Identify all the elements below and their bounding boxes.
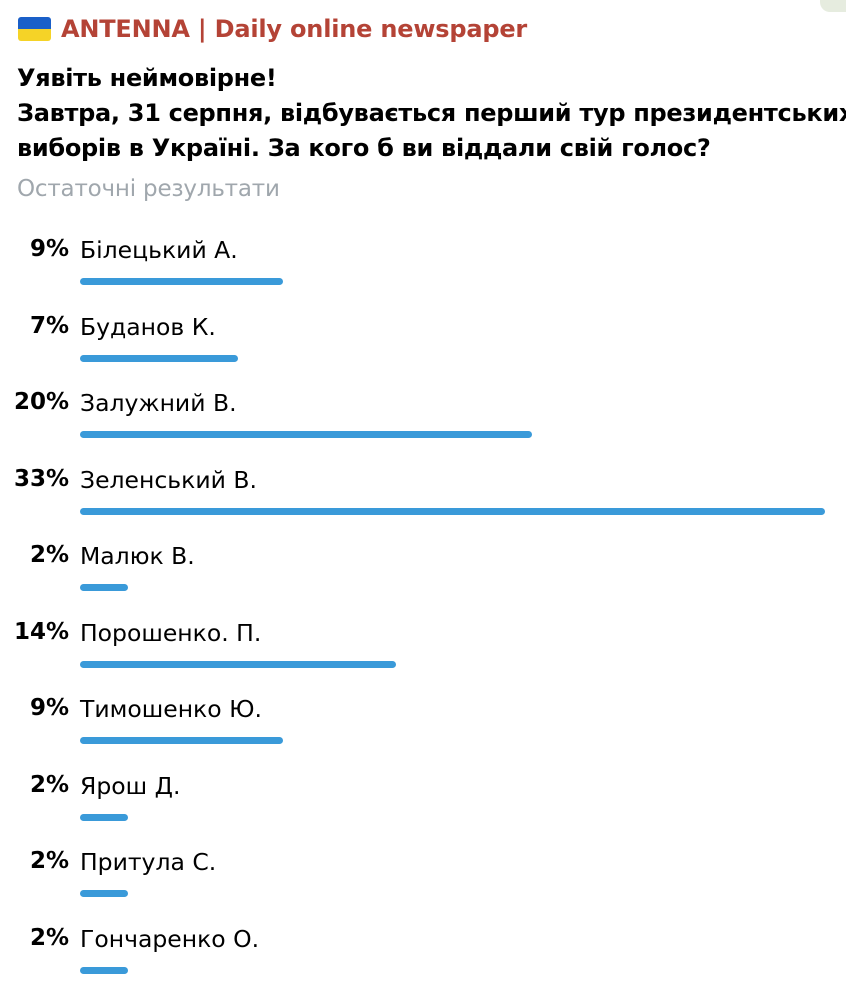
option-percent: 2% — [29, 848, 69, 874]
poll-question-line: виборів в Україні. За кого б ви віддали … — [17, 134, 711, 162]
option-label: Білецький А. — [80, 236, 238, 264]
option-label: Гончаренко О. — [80, 924, 260, 953]
option-label: Притула С. — [80, 848, 217, 876]
option-percent: 2% — [29, 771, 69, 798]
option-bar — [80, 813, 129, 821]
option-percent: 9% — [29, 236, 69, 262]
channel-header[interactable]: ANTENNA | Daily online newspaper — [18, 12, 527, 46]
option-bar-track — [80, 737, 825, 744]
option-percent: 9% — [29, 695, 69, 721]
option-label: Тимошенко Ю. — [80, 695, 262, 723]
option-bar — [80, 278, 284, 285]
option-bar-track — [80, 278, 825, 285]
option-bar — [80, 966, 129, 974]
option-bar-track — [80, 431, 825, 438]
option-percent: 33% — [13, 465, 69, 492]
ukraine-flag-icon — [18, 17, 51, 41]
option-percent: 20% — [13, 389, 69, 415]
poll-option: 2% Малюк В. — [0, 538, 846, 615]
poll-option: 2% Гончаренко О. — [0, 921, 846, 991]
poll-option: 20% Залужний В. — [0, 385, 846, 462]
option-bar-track — [80, 890, 825, 897]
option-percent: 2% — [29, 542, 69, 568]
option-bar-track — [80, 584, 825, 591]
option-bar — [80, 354, 238, 362]
channel-name[interactable]: ANTENNA | Daily online newspaper — [61, 15, 528, 43]
poll-option: 14% Порошенко. П. — [0, 615, 846, 692]
option-percent: 2% — [29, 924, 69, 951]
poll-option: 9% Тимошенко Ю. — [0, 691, 846, 768]
option-label: Порошенко. П. — [80, 618, 262, 647]
option-label: Малюк В. — [80, 542, 195, 570]
option-bar-track — [80, 354, 825, 362]
poll-option: 2% Ярош Д. — [0, 768, 846, 845]
option-bar — [80, 737, 284, 744]
poll-status: Остаточні результати — [17, 176, 280, 202]
option-bar-track — [80, 660, 825, 668]
poll-question-line: Уявіть неймовірне! — [17, 64, 277, 92]
poll-option: 2% Притула С. — [0, 844, 846, 921]
option-bar — [80, 890, 129, 897]
poll-question-line: Завтра, 31 серпня, відбувається перший т… — [17, 99, 846, 127]
option-bar — [80, 584, 129, 591]
message-corner — [820, 0, 846, 12]
option-bar-track — [80, 507, 825, 515]
poll-option: 33% Зеленський В. — [0, 462, 846, 539]
poll-question: Уявіть неймовірне! Завтра, 31 серпня, ві… — [17, 61, 846, 166]
option-label: Ярош Д. — [80, 771, 181, 800]
option-label: Залужний В. — [80, 389, 237, 417]
poll-options: 9% Білецький А. 7% Буданов К. 20% Залужн… — [0, 232, 846, 991]
option-label: Зеленський В. — [80, 465, 257, 494]
option-percent: 7% — [29, 312, 69, 339]
option-bar — [80, 431, 532, 438]
option-bar-track — [80, 813, 825, 821]
poll-option: 7% Буданов К. — [0, 309, 846, 386]
option-bar — [80, 507, 825, 515]
option-percent: 14% — [13, 618, 69, 645]
option-bar-track — [80, 966, 825, 974]
option-bar — [80, 660, 397, 668]
option-label: Буданов К. — [80, 312, 216, 341]
poll-option: 9% Білецький А. — [0, 232, 846, 309]
